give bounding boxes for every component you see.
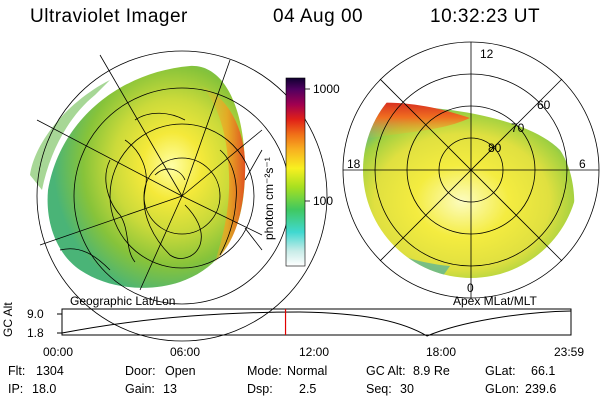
colorbar (285, 77, 306, 267)
polar-image (342, 41, 600, 299)
polar-lat-60: 60 (537, 98, 551, 112)
glon-label: GLon: (485, 382, 520, 396)
ip-value: 18.0 (32, 382, 57, 396)
ip-label: IP: (8, 382, 24, 396)
gcalt-label: GC Alt: (366, 364, 406, 378)
polar-hour-6: 6 (579, 157, 586, 171)
time-label: 10:32:23 UT (430, 6, 541, 27)
gain-value: 13 (163, 382, 177, 396)
geographic-image (30, 50, 328, 342)
polar-hour-18: 18 (347, 157, 361, 171)
polar-hour-12: 12 (480, 47, 494, 61)
gcalt-value: 8.9 Re (413, 364, 450, 378)
alt-xtick-1800: 18:00 (426, 345, 457, 359)
dsp-label: Dsp: (247, 382, 273, 396)
gain-label: Gain: (125, 382, 155, 396)
seq-label: Seq: (366, 382, 392, 396)
alt-ytick-1.8: 1.8 (27, 326, 44, 340)
flt-label: Flt: (8, 364, 26, 378)
door-label: Door: (125, 364, 156, 378)
colorbar-label-100: 100 (313, 194, 334, 208)
glat-label: GLat: (485, 364, 516, 378)
door-value: Open (165, 364, 196, 378)
mode-label: Mode: (247, 364, 282, 378)
alt-xtick-1200: 12:00 (299, 345, 330, 359)
polar-hour-0: 0 (467, 281, 474, 295)
geographic-caption: Geographic Lat/Lon (70, 294, 176, 308)
instrument-title: Ultraviolet Imager (30, 6, 188, 27)
glat-value: 66.1 (531, 364, 556, 378)
alt-xtick-0000: 00:00 (43, 345, 74, 359)
polar-lat-80: 80 (488, 141, 502, 155)
altitude-plot (57, 308, 572, 337)
mode-value: Normal (287, 364, 328, 378)
alt-xtick-2359: 23:59 (554, 345, 585, 359)
dsp-value: 2.5 (299, 382, 317, 396)
glon-value: 239.6 (525, 382, 557, 396)
colorbar-unit-label: photon cm⁻²s⁻¹ (262, 157, 276, 240)
seq-value: 30 (400, 382, 414, 396)
alt-xtick-0600: 06:00 (170, 345, 201, 359)
alt-ytick-9: 9.0 (27, 307, 44, 321)
colorbar-label-1000: 1000 (313, 82, 340, 96)
date-label: 04 Aug 00 (273, 6, 364, 27)
alt-ylabel: GC Alt (1, 302, 15, 337)
apex-caption: Apex MLat/MLT (453, 294, 537, 308)
flt-value: 1304 (36, 364, 64, 378)
polar-lat-70: 70 (511, 121, 525, 135)
